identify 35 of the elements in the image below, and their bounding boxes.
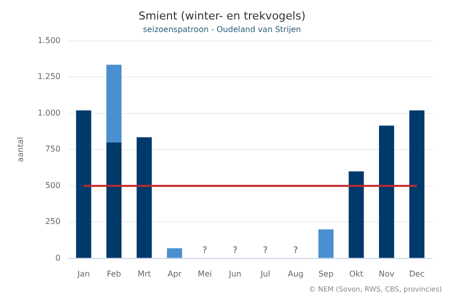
x-tick-label: Jan [76,269,90,278]
y-tick-label: 500 [45,180,60,190]
text: ? [232,246,238,256]
x-tick-label: Aug [288,269,304,278]
x-tick-label: Mei [198,269,212,278]
x-tick-label: Nov [378,269,395,278]
y-tick-label: 1.500 [38,36,60,45]
y-tick-label: 0 [55,253,60,262]
text: ? [263,246,268,256]
bar [136,137,152,258]
x-tick-label: Sep [318,269,334,278]
text: ? [293,246,298,256]
x-tick-label: Mrt [138,269,151,278]
x-tick-label: Okt [349,269,364,278]
y-tick-label: 750 [45,144,60,154]
bar [106,64,122,142]
y-tick-label: 250 [45,217,60,226]
y-tick-label: 1.000 [38,108,60,118]
chart-subtitle: seizoenspatroon - Oudeland van Strijen [142,25,302,34]
chart-title: Smient (winter- en trekvogels) [138,9,306,22]
text: ? [202,246,208,256]
bar [318,229,334,258]
x-tick-label: Apr [168,269,182,278]
bar [76,110,92,258]
x-tick-label: Dec [409,269,425,278]
bar [106,142,122,258]
bar [166,248,182,258]
x-tick-label: Jul [260,269,270,278]
bar [378,126,394,258]
bar [348,171,364,258]
bar [409,110,424,258]
x-tick-label: Feb [106,269,122,278]
y-tick-label: 1.250 [38,72,60,82]
y-axis-title: aantal [16,137,25,162]
x-tick-label: Jun [228,269,242,278]
